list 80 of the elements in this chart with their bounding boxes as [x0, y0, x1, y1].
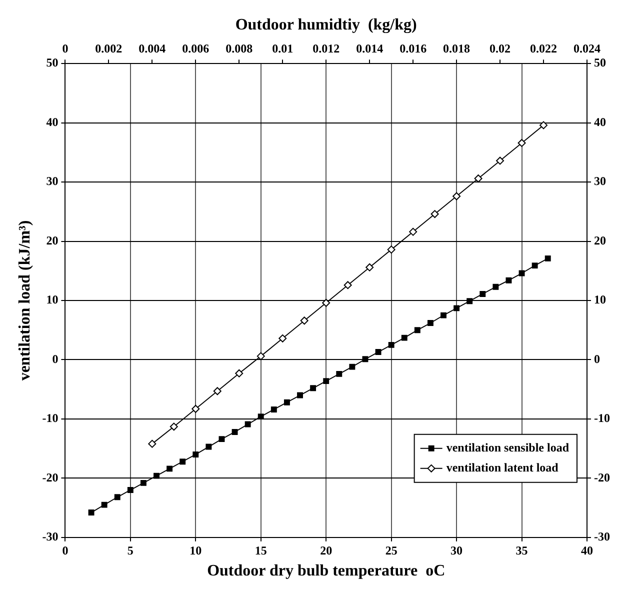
x2-tick-label: 0.024: [574, 41, 601, 56]
point: [114, 494, 120, 500]
x2-tick-label: 0.002: [95, 41, 122, 56]
x-tick-label: 40: [581, 544, 594, 558]
x-axis-title: Outdoor dry bulb temperature oC: [207, 562, 446, 580]
point: [427, 320, 434, 326]
x2-tick-label: 0.008: [226, 41, 253, 56]
y2-tick-label: -20: [594, 470, 610, 484]
x-tick-label: 30: [450, 544, 463, 558]
y-tick-label: 20: [46, 233, 58, 248]
point: [492, 284, 499, 290]
point: [349, 364, 356, 370]
y2-tick-label: 30: [594, 174, 606, 188]
point: [532, 262, 538, 269]
point: [518, 270, 525, 276]
y2-tick-label: 40: [594, 114, 606, 129]
x2-tick-label: 0.004: [138, 41, 166, 56]
x-tick-label: 20: [320, 544, 332, 558]
point: [440, 312, 446, 318]
y-tick-label: 0: [52, 352, 58, 366]
point: [454, 305, 460, 312]
y2-tick-label: 10: [594, 292, 606, 307]
x-tick-label: 5: [127, 544, 134, 558]
y-tick-label: 30: [46, 174, 58, 188]
point: [154, 472, 160, 479]
y2-tick-label: -30: [594, 529, 610, 544]
x2-tick-label: 0.018: [443, 41, 470, 56]
point: [206, 444, 212, 450]
point: [388, 342, 394, 348]
point: [375, 349, 382, 355]
point: [466, 298, 473, 304]
point: [362, 356, 368, 362]
y-tick-label: -30: [42, 529, 58, 544]
x2-tick-label: 0.022: [530, 41, 558, 56]
y-tick-label: 10: [46, 292, 58, 307]
point: [506, 277, 512, 284]
y2-tick-label: 20: [594, 233, 606, 248]
legend-label: ventilation sensible load: [446, 440, 570, 454]
x2-tick-label: 0: [62, 41, 68, 56]
x2-axis-title: Outdoor humidtiy (kg/kg): [235, 16, 417, 34]
point: [480, 291, 486, 297]
legend-label: ventilation latent load: [446, 460, 559, 474]
x-tick-label: 10: [190, 544, 202, 558]
y2-tick-label: 50: [594, 56, 606, 70]
point: [180, 458, 186, 465]
x2-tick-label: 0.012: [312, 41, 340, 56]
x2-tick-label: 0.006: [182, 41, 210, 56]
x2-tick-label: 0.014: [356, 41, 384, 56]
y2-tick-label: 0: [594, 352, 600, 366]
point: [244, 421, 251, 428]
y-tick-label: 40: [46, 114, 58, 129]
point: [323, 378, 330, 384]
point: [270, 406, 277, 412]
point: [192, 452, 199, 458]
point: [88, 510, 94, 516]
point: [218, 436, 225, 442]
point: [310, 385, 316, 392]
y-tick-label: 50: [46, 56, 58, 70]
x2-tick-label: 0.02: [490, 41, 511, 56]
y-tick-label: -10: [42, 411, 58, 426]
y-axis-title: ventilation load (kJ/m³): [16, 220, 34, 381]
point: [401, 334, 408, 341]
point: [166, 466, 173, 472]
x2-tick-label: 0.01: [272, 41, 294, 56]
x2-tick-label: 0.016: [400, 41, 427, 56]
y-tick-label: -20: [42, 470, 58, 484]
point: [101, 502, 108, 508]
point: [414, 327, 420, 334]
point: [284, 399, 290, 406]
x-tick-label: 15: [254, 544, 267, 558]
point: [232, 429, 238, 435]
x-tick-label: 25: [385, 544, 398, 558]
point: [336, 370, 342, 377]
point: [544, 255, 551, 262]
x-tick-label: 35: [516, 544, 528, 558]
y2-tick-label: -10: [594, 411, 610, 426]
point: [127, 487, 134, 493]
point: [140, 480, 146, 486]
point: [297, 392, 303, 398]
x-tick-label: 0: [62, 544, 68, 558]
